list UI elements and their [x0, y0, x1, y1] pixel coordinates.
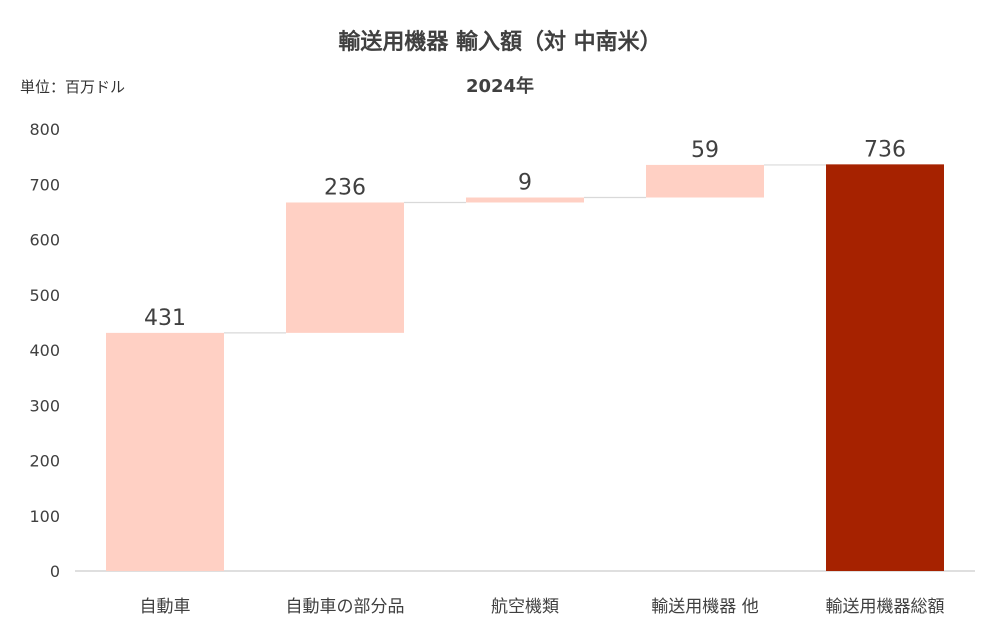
- data-label: 236: [324, 175, 366, 200]
- x-tick-label: 航空機類: [491, 597, 559, 617]
- bar: [106, 332, 224, 571]
- y-tick-label: 700: [29, 175, 60, 194]
- y-tick-label: 0: [50, 562, 60, 581]
- y-tick-label: 500: [29, 286, 60, 305]
- x-tick-label: 自動車の部分品: [286, 597, 405, 617]
- bar: [826, 164, 944, 572]
- data-label: 736: [864, 137, 906, 162]
- chart-subtitle: 2024年: [465, 76, 535, 97]
- bar: [286, 202, 404, 333]
- unit-label: 単位：百万ドル: [20, 78, 126, 96]
- data-label: 431: [144, 306, 186, 331]
- x-tick-label: 自動車: [140, 597, 191, 617]
- bar: [466, 197, 584, 203]
- data-label: 59: [691, 138, 719, 163]
- x-tick-label: 輸送用機器総額: [826, 597, 945, 617]
- bar: [646, 164, 764, 198]
- chart-title: 輸送用機器 輸入額（対 中南米）: [338, 30, 662, 55]
- y-tick-label: 300: [29, 396, 60, 415]
- y-tick-label: 100: [29, 507, 60, 526]
- y-tick-label: 200: [29, 452, 60, 471]
- y-tick-label: 800: [29, 120, 60, 139]
- x-tick-label: 輸送用機器 他: [651, 597, 758, 617]
- y-tick-label: 600: [29, 231, 60, 250]
- data-label: 9: [518, 171, 532, 196]
- y-tick-label: 400: [29, 341, 60, 360]
